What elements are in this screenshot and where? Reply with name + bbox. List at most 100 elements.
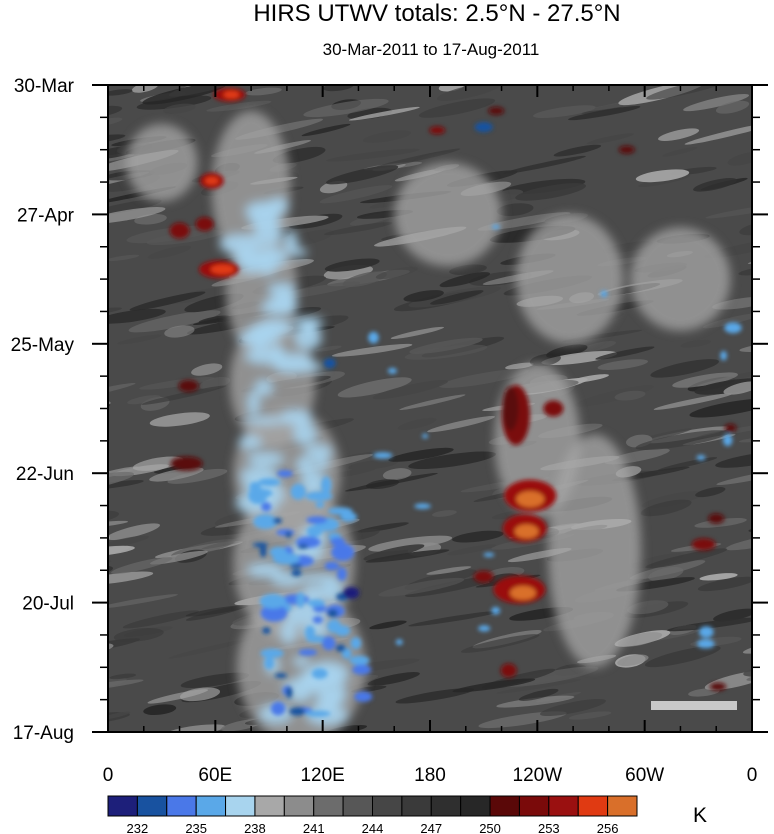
field-streak: [113, 628, 164, 642]
field-region-moist: [254, 379, 274, 396]
field-streak: [127, 395, 161, 405]
field-region-warm: [169, 222, 190, 239]
field-region-warm: [502, 386, 519, 431]
field-region-cold: [373, 452, 393, 459]
field-streak: [129, 291, 206, 311]
field-streak: [693, 177, 738, 192]
field-region-moist: [238, 331, 279, 346]
field-region-moist: [297, 574, 339, 583]
field-streak: [108, 117, 123, 126]
field-streak: [108, 638, 141, 656]
field-streak: [460, 634, 540, 653]
field-region-warm: [170, 456, 203, 471]
field-streak: [697, 576, 752, 592]
field-region-cold: [312, 616, 323, 624]
field-streak: [108, 535, 111, 547]
field-streak: [301, 123, 351, 137]
field-streak: [727, 151, 752, 166]
field-streak: [452, 678, 536, 693]
field-region-cold: [298, 649, 318, 656]
field-streak: [447, 544, 497, 556]
field-region-moist: [300, 470, 327, 496]
field-streak: [367, 672, 420, 686]
field-region-cold: [270, 701, 286, 716]
field-streak: [108, 520, 129, 530]
field-streak: [502, 178, 586, 195]
field-region-cold: [306, 525, 323, 538]
field-streak: [666, 617, 752, 632]
field-streak: [372, 379, 448, 400]
field-streak: [490, 189, 524, 202]
field-region-cold: [331, 543, 355, 561]
field-streak: [684, 121, 752, 145]
field-region-cold: [253, 514, 278, 529]
field-region-cold: [289, 563, 303, 569]
field-streak: [348, 459, 398, 471]
field-region-cold: [291, 569, 302, 577]
field-streak: [108, 679, 144, 693]
field-streak: [143, 704, 177, 716]
field-region-warm: [195, 217, 214, 232]
field-soft-regions: [125, 110, 731, 732]
colorbar-swatch: [342, 795, 373, 817]
field-region-cold: [327, 619, 342, 633]
field-streak: [136, 95, 212, 110]
field-streak: [452, 530, 504, 543]
field-region-warm: [516, 491, 545, 508]
chart-subtitle: 30-Mar-2011 to 17-Aug-2011: [322, 40, 540, 59]
colorbar-swatch: [254, 795, 285, 817]
field-streak: [689, 398, 752, 418]
field-region-moist: [276, 362, 290, 372]
field-streak: [702, 313, 752, 329]
field-region-moist: [247, 391, 260, 416]
field-streak: [326, 148, 420, 162]
colorbar-swatch: [107, 795, 138, 817]
field-region-cold: [387, 367, 397, 374]
field-region-cold: [324, 561, 340, 571]
colorbar-swatch: [313, 795, 344, 817]
field-streak: [149, 467, 204, 482]
x-axis: 0 60E 120E 180 120W 60W 0: [103, 85, 757, 786]
field-region-cold: [306, 516, 328, 524]
field-region-cold: [395, 639, 403, 646]
field-region-cold: [321, 476, 332, 495]
field-streak: [541, 350, 618, 366]
field-streak: [586, 133, 635, 145]
field-streak: [645, 548, 728, 569]
colorbar-swatch: [136, 795, 168, 817]
field-streak: [657, 457, 718, 471]
field-streak: [108, 594, 178, 609]
field-contour-regions: [169, 87, 742, 717]
field-streak: [164, 325, 195, 338]
colorbar-swatch: [283, 795, 315, 817]
x-tick-label: 60W: [625, 765, 664, 786]
field-region-moist: [304, 444, 333, 459]
field-region-moist: [247, 452, 285, 466]
field-streak: [179, 687, 221, 702]
field-streak: [496, 203, 534, 217]
plot-label-bar: [651, 701, 737, 710]
field-region-cold: [285, 531, 292, 538]
field-streak: [597, 359, 649, 370]
field-streak: [496, 679, 582, 694]
field-streak: [62, 313, 90, 321]
colorbar-tick-label: 232: [127, 821, 149, 834]
field-region-cold: [600, 290, 608, 298]
field-region-cold: [261, 502, 272, 512]
field-region-cold: [327, 609, 338, 618]
field-region-cold: [368, 331, 379, 344]
field-streak: [770, 164, 774, 177]
field-streak: [568, 106, 641, 121]
field-region-light: [548, 434, 642, 668]
field-streak: [315, 345, 342, 352]
field-streak: [703, 238, 752, 259]
y-tick-label: 20-Jul: [22, 594, 74, 615]
field-region-warm: [473, 570, 494, 583]
field-streak: [108, 545, 135, 557]
field-streak: [167, 724, 226, 732]
field-region-cold: [322, 636, 336, 651]
field-region-moist: [267, 282, 296, 297]
field-streak: [108, 535, 149, 548]
colorbar-swatch: [401, 795, 432, 817]
field-region-cold: [315, 501, 325, 508]
